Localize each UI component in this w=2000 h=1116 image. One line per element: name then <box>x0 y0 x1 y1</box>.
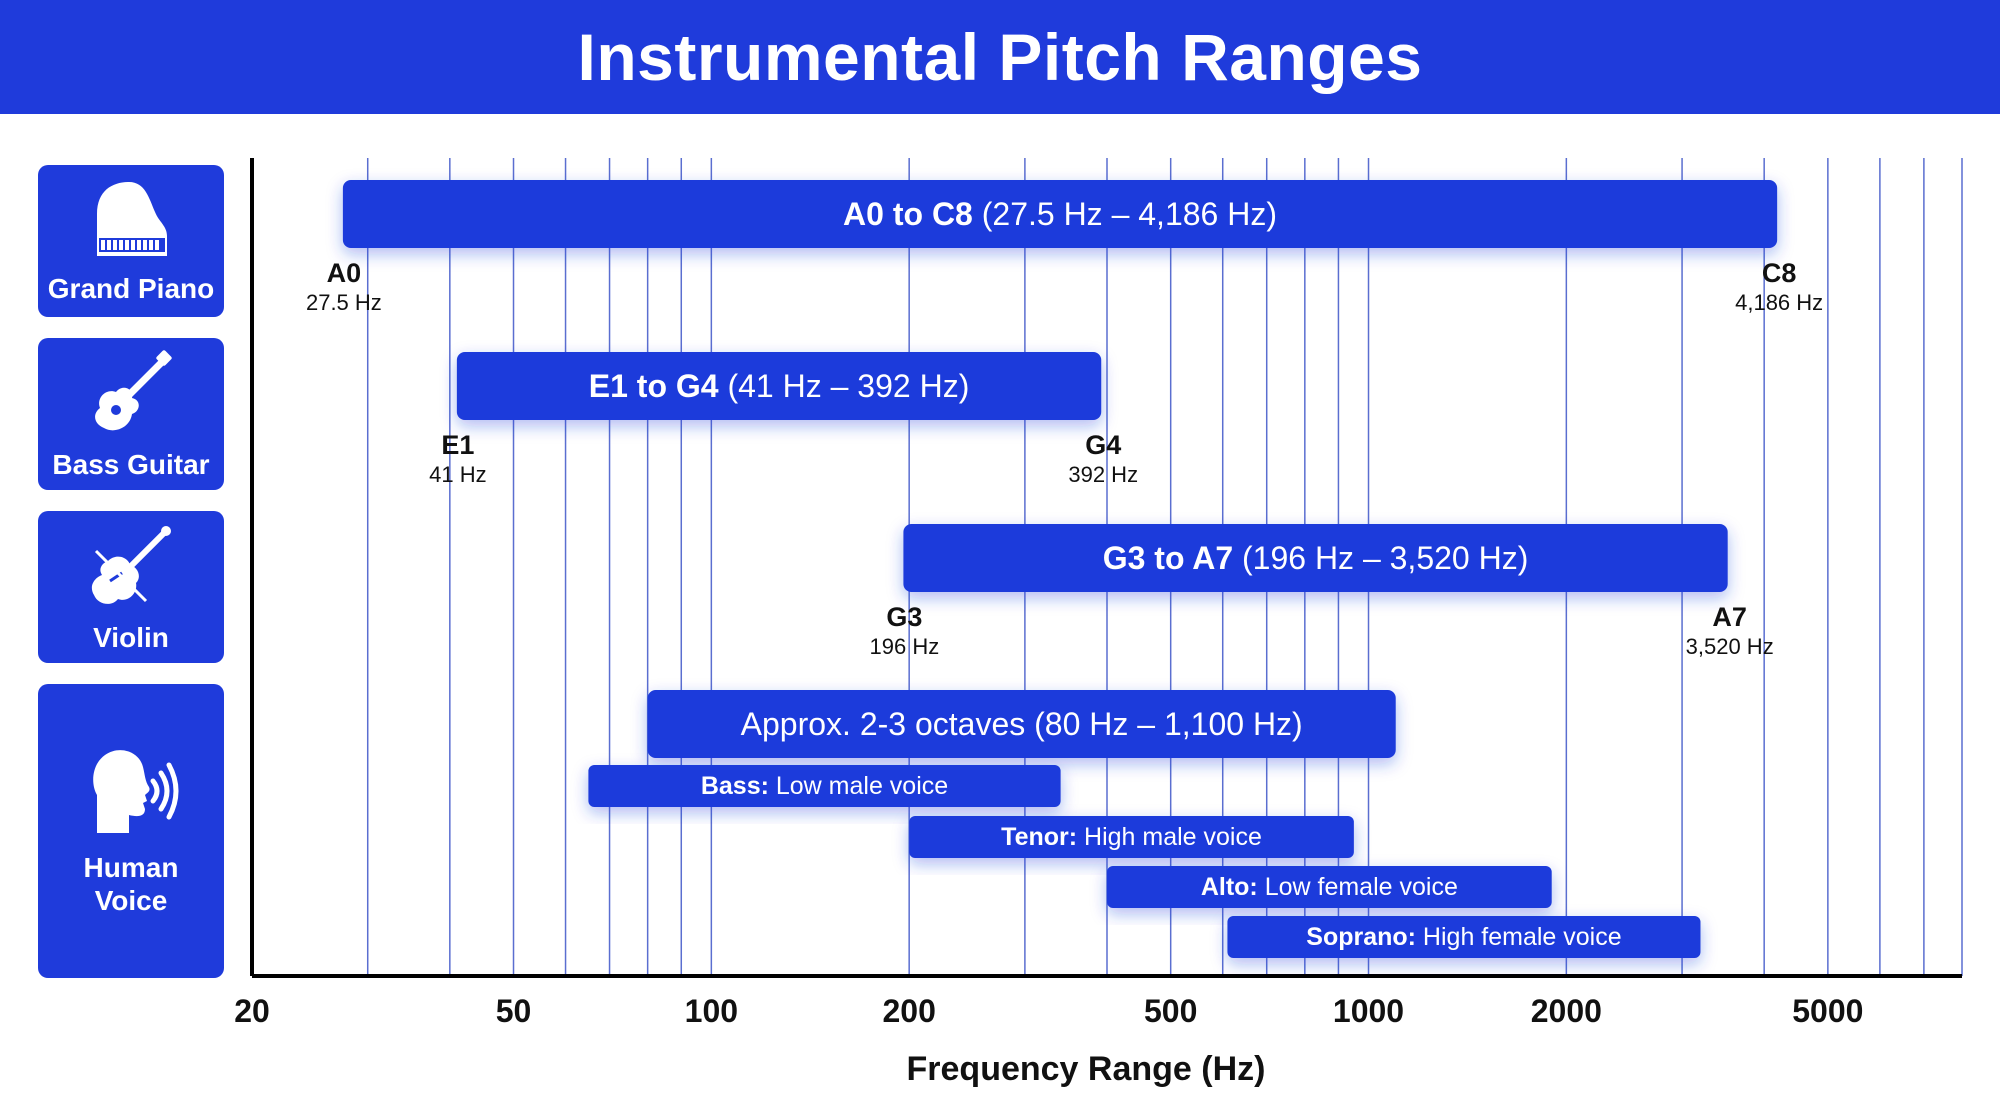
instrument-label-human-voice: Human Voice <box>83 852 179 916</box>
voice-bar-tenor <box>909 816 1354 858</box>
human-voice-icon <box>93 750 179 833</box>
x-tick-label-5000: 5000 <box>1792 993 1863 1029</box>
range-bar-label-grand-piano: A0 to C8 (27.5 Hz – 4,186 Hz) <box>843 196 1277 232</box>
instrument-panel-grand-piano: Grand Piano <box>38 165 224 317</box>
voice-bar-label-soprano: Soprano: High female voice <box>1306 923 1621 951</box>
x-tick-labels: 20 50 100 200 500 1000 2000 5000 <box>234 993 1863 1029</box>
voice-bar-label-tenor-normal: High male voice <box>1077 823 1262 851</box>
voice-bar-alto <box>1107 866 1552 908</box>
voice-bar-soprano <box>1227 916 1701 958</box>
voice-bar-label-alto-normal: Low female voice <box>1258 873 1458 901</box>
voice-bar-label-soprano-normal: High female voice <box>1416 923 1622 951</box>
axes <box>250 158 1962 978</box>
voice-bar-label-bass: Bass: Low male voice <box>701 772 948 800</box>
chart-title: Instrumental Pitch Ranges <box>577 20 1423 94</box>
x-tick-label-100: 100 <box>685 993 738 1029</box>
voice-bar-label-tenor: Tenor: High male voice <box>1001 823 1262 851</box>
violin-icon <box>91 525 171 604</box>
voice-bar-bass <box>588 765 1061 807</box>
voice-bar-label-alto-bold: Alto: <box>1201 873 1258 901</box>
range-bar-violin <box>903 524 1728 592</box>
x-tick-label-200: 200 <box>882 993 935 1029</box>
title-banner: Instrumental Pitch Ranges <box>0 0 2000 114</box>
low-note-label-bass-guitar: E1 <box>441 430 474 460</box>
instrument-label-bass-guitar: Bass Guitar <box>52 448 210 480</box>
low-note-label-violin: G3 <box>886 602 922 632</box>
instrument-panel-human-voice: Human Voice <box>38 684 224 978</box>
high-freq-label-violin: 3,520 Hz <box>1686 634 1774 659</box>
high-note-label-violin: A7 <box>1712 602 1747 632</box>
voice-bar-label-soprano-bold: Soprano: <box>1306 923 1416 951</box>
range-bar-label-bass-guitar: E1 to G4 (41 Hz – 392 Hz) <box>589 368 970 404</box>
x-axis-label: Frequency Range (Hz) <box>907 1050 1266 1088</box>
high-note-label-grand-piano: C8 <box>1762 258 1797 288</box>
range-bar-label-grand-piano-bold: A0 to C8 <box>843 196 973 232</box>
high-freq-label-grand-piano: 4,186 Hz <box>1735 290 1823 315</box>
range-bar-label-violin: G3 to A7 (196 Hz – 3,520 Hz) <box>1103 540 1529 576</box>
range-bar-label-grand-piano-normal: (27.5 Hz – 4,186 Hz) <box>973 196 1277 232</box>
range-bar-label-bass-guitar-normal: (41 Hz – 392 Hz) <box>719 368 970 404</box>
low-freq-label-grand-piano: 27.5 Hz <box>306 290 382 315</box>
grand-piano-icon <box>97 181 167 256</box>
low-freq-label-violin: 196 Hz <box>870 634 940 659</box>
range-bar-label-human-voice-normal: Approx. 2-3 octaves (80 Hz – 1,100 Hz) <box>741 706 1303 742</box>
instrument-label-violin: Violin <box>93 621 169 653</box>
range-bar-label-bass-guitar-bold: E1 to G4 <box>589 368 719 404</box>
instrument-panel-violin: Violin <box>38 511 224 663</box>
range-bar-bass-guitar <box>456 352 1102 420</box>
x-tick-label-20: 20 <box>234 993 270 1029</box>
low-note-label-grand-piano: A0 <box>327 258 362 288</box>
voice-bar-label-bass-bold: Bass: <box>701 772 769 800</box>
voice-bar-label-tenor-bold: Tenor: <box>1001 823 1077 851</box>
range-bar-label-violin-normal: (196 Hz – 3,520 Hz) <box>1233 540 1528 576</box>
bass-guitar-icon <box>95 349 172 430</box>
high-note-label-bass-guitar: G4 <box>1085 430 1121 460</box>
range-bar-grand-piano <box>342 180 1778 248</box>
voice-bar-label-alto: Alto: Low female voice <box>1201 873 1458 901</box>
instrument-label-grand-piano: Grand Piano <box>47 272 215 304</box>
instrument-panel-bass-guitar: Bass Guitar <box>38 338 224 490</box>
range-bar-label-human-voice: Approx. 2-3 octaves (80 Hz – 1,100 Hz) <box>741 706 1303 742</box>
range-bar-human-voice <box>647 690 1396 758</box>
x-tick-label-1000: 1000 <box>1333 993 1404 1029</box>
x-tick-label-2000: 2000 <box>1531 993 1602 1029</box>
x-tick-label-50: 50 <box>496 993 532 1029</box>
voice-bar-label-bass-normal: Low male voice <box>769 772 948 800</box>
range-bars <box>342 180 1778 958</box>
low-freq-label-bass-guitar: 41 Hz <box>429 462 486 487</box>
x-tick-label-500: 500 <box>1144 993 1197 1029</box>
high-freq-label-bass-guitar: 392 Hz <box>1068 462 1138 487</box>
range-bar-label-violin-bold: G3 to A7 <box>1103 540 1233 576</box>
